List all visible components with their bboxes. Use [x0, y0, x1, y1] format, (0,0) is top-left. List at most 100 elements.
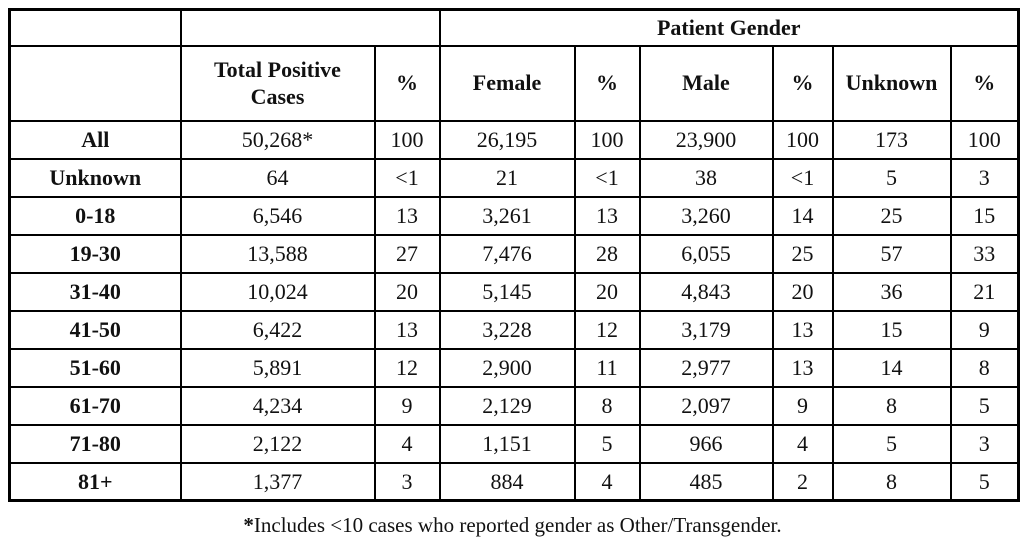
row-label: 61-70 — [8, 385, 182, 426]
data-cell: 26,195 — [438, 119, 576, 160]
column-header-male: Male — [638, 44, 774, 122]
blank-total-span-cell — [179, 8, 441, 47]
row-label: 0-18 — [8, 195, 182, 236]
row-label: 31-40 — [8, 271, 182, 312]
data-cell: 5 — [949, 385, 1020, 426]
data-cell: 4 — [771, 423, 834, 464]
table-row: 51-60 5,891 12 2,900 11 2,977 13 14 8 — [8, 347, 1020, 388]
data-cell: 3,261 — [438, 195, 576, 236]
column-header-percent: % — [949, 44, 1020, 122]
data-cell: 8 — [573, 385, 641, 426]
data-cell: 966 — [638, 423, 774, 464]
data-cell: 8 — [949, 347, 1020, 388]
data-cell: 20 — [373, 271, 441, 312]
data-cell: 12 — [573, 309, 641, 350]
column-header-row: Total Positive Cases % Female % Male % U… — [8, 44, 1020, 122]
data-cell: 100 — [949, 119, 1020, 160]
data-cell: 1,377 — [179, 461, 376, 502]
data-cell: 5,891 — [179, 347, 376, 388]
data-cell: 12 — [373, 347, 441, 388]
row-label: 19-30 — [8, 233, 182, 274]
footnote-asterisk: * — [243, 513, 254, 537]
data-cell: 38 — [638, 157, 774, 198]
data-cell: 13 — [771, 347, 834, 388]
data-cell: 3,260 — [638, 195, 774, 236]
data-cell: 4 — [373, 423, 441, 464]
footnote-text: Includes <10 cases who reported gender a… — [253, 513, 782, 537]
data-cell: 4,234 — [179, 385, 376, 426]
data-cell: 23,900 — [638, 119, 774, 160]
column-header-female: Female — [438, 44, 576, 122]
data-cell: 1,151 — [438, 423, 576, 464]
row-label: 81+ — [8, 461, 182, 502]
data-cell: 2,129 — [438, 385, 576, 426]
data-cell: 4 — [573, 461, 641, 502]
data-cell: 21 — [949, 271, 1020, 312]
data-cell: 884 — [438, 461, 576, 502]
data-cell: 6,055 — [638, 233, 774, 274]
data-cell: 25 — [771, 233, 834, 274]
patient-gender-header: Patient Gender — [438, 8, 1020, 47]
data-cell: 3,179 — [638, 309, 774, 350]
blank-corner-cell — [8, 8, 182, 47]
data-cell: 7,476 — [438, 233, 576, 274]
data-cell: 20 — [771, 271, 834, 312]
table-body: All 50,268* 100 26,195 100 23,900 100 173 100 Unk… — [8, 119, 1020, 502]
data-cell: <1 — [373, 157, 441, 198]
data-cell: 2 — [771, 461, 834, 502]
data-cell: 8 — [831, 461, 952, 502]
data-cell: 173 — [831, 119, 952, 160]
data-cell: 36 — [831, 271, 952, 312]
data-cell: 57 — [831, 233, 952, 274]
column-header-percent: % — [373, 44, 441, 122]
data-cell: 100 — [573, 119, 641, 160]
row-label: 51-60 — [8, 347, 182, 388]
data-cell: 8 — [831, 385, 952, 426]
data-cell: 13 — [373, 195, 441, 236]
data-cell: 5,145 — [438, 271, 576, 312]
data-cell: <1 — [573, 157, 641, 198]
data-cell: 3 — [949, 157, 1020, 198]
data-cell: 13 — [373, 309, 441, 350]
row-label: 71-80 — [8, 423, 182, 464]
data-cell: 9 — [949, 309, 1020, 350]
data-cell: 14 — [831, 347, 952, 388]
data-cell: 50,268* — [179, 119, 376, 160]
column-header-unknown: Unknown — [831, 44, 952, 122]
data-cell: 10,024 — [179, 271, 376, 312]
table-row: Unknown 64 <1 21 <1 38 <1 5 3 — [8, 157, 1020, 198]
data-cell: 3,228 — [438, 309, 576, 350]
data-cell: 100 — [771, 119, 834, 160]
data-cell: 5 — [949, 461, 1020, 502]
data-cell: 28 — [573, 233, 641, 274]
table-row: 31-40 10,024 20 5,145 20 4,843 20 36 21 — [8, 271, 1020, 312]
table-row: All 50,268* 100 26,195 100 23,900 100 173 100 — [8, 119, 1020, 160]
data-cell: 3 — [373, 461, 441, 502]
data-cell: 13 — [771, 309, 834, 350]
data-cell: 5 — [573, 423, 641, 464]
data-cell: 5 — [831, 423, 952, 464]
row-label: 41-50 — [8, 309, 182, 350]
data-cell: 25 — [831, 195, 952, 236]
data-cell: 6,422 — [179, 309, 376, 350]
column-header-percent: % — [573, 44, 641, 122]
table-row: 81+ 1,377 3 884 4 485 2 8 5 — [8, 461, 1020, 502]
table-row: 0-18 6,546 13 3,261 13 3,260 14 25 15 — [8, 195, 1020, 236]
data-cell: 33 — [949, 233, 1020, 274]
data-cell: 9 — [771, 385, 834, 426]
footnote: *Includes <10 cases who reported gender … — [8, 513, 1017, 538]
data-cell: 2,977 — [638, 347, 774, 388]
data-cell: 100 — [373, 119, 441, 160]
data-cell: 13,588 — [179, 233, 376, 274]
data-cell: 2,122 — [179, 423, 376, 464]
data-cell: 2,900 — [438, 347, 576, 388]
gender-header-row: Patient Gender — [8, 8, 1020, 47]
table-row: 41-50 6,422 13 3,228 12 3,179 13 15 9 — [8, 309, 1020, 350]
table-row: 71-80 2,122 4 1,151 5 966 4 5 3 — [8, 423, 1020, 464]
data-cell: 5 — [831, 157, 952, 198]
data-cell: 11 — [573, 347, 641, 388]
data-cell: 3 — [949, 423, 1020, 464]
column-header-percent: % — [771, 44, 834, 122]
row-label: All — [8, 119, 182, 160]
